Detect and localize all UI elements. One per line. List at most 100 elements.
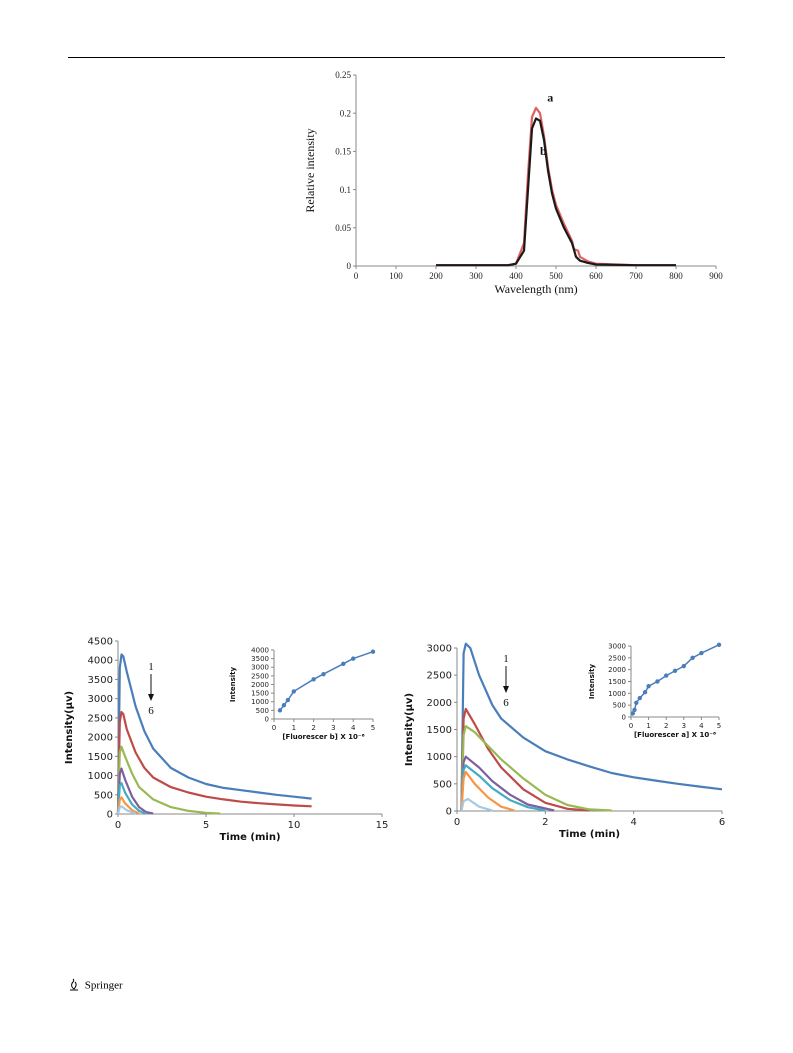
kinetics-right-y-tick-label: 500 [433,779,452,790]
inset-left-point [285,697,291,703]
inset-right-point [690,655,695,661]
spectrum-series-line-2 [436,117,676,267]
kinetics-right-y-tick-label: 0 [446,807,452,818]
inset-right-point [642,689,648,695]
inset-left-x-tick-label: 5 [371,724,375,732]
inset-right-point [632,707,637,713]
kinetics-left-plot: 0 5 10 150500100015002000250030003500400045… [64,637,388,844]
spectrum-x-tick-label: 700 [629,271,643,281]
kinetics-right-series-line-2 [460,707,590,812]
inset-left-plot: 0 1 2 3 4 505001000150020002500300035004000[F… [229,646,375,741]
inset-right-y-label: Intensity [588,663,596,699]
inset-right-plot: 0 1 2 3 4 5 0 500 1000 1500 2000 2500 3000 [Fluoresce… [588,642,721,739]
inset-right-x-tick-label: 2 [664,722,668,730]
kinetics-right-x-tick-label: 4 [630,817,636,828]
inset-left-y-tick-label: 4000 [251,646,269,654]
inset-left-point [311,677,316,682]
spectrum-x-tick-label: 100 [389,271,403,281]
kinetics-left-annotation-end: 6 [148,705,154,717]
kinetics-left-series-line-6 [116,796,140,815]
inset-left-y-label: Intensity [229,666,237,702]
kinetics-right-x-tick-label: 2 [542,817,548,828]
kinetics-left-x-tick-label: 15 [376,820,389,831]
inset-left-point [281,703,287,708]
inset-left-point [351,656,356,661]
inset-right-x-tick-label: 5 [717,722,721,730]
inset-right-series-line-1 [632,644,720,714]
inset-right-point [637,695,642,701]
inset-right-x-tick-label: 1 [646,722,650,730]
kinetics-left-arrow-icon [148,694,154,701]
kinetics-right-x-tick-label: 6 [719,817,725,828]
kinetics-right-series-line-7 [460,797,493,812]
inset-right-point [664,673,669,678]
spectrum-x-tick-label: 500 [549,271,563,281]
kinetics-right-y-label: Intensity(µv) [404,693,415,766]
kinetics-left-series-line-2 [116,710,312,815]
inset-left-y-tick-label: 0 [265,715,269,723]
inset-left-point [370,649,376,654]
inset-left-y-tick-label: 1000 [251,698,269,706]
kinetics-right-y-tick-label: 3000 [427,644,452,655]
kinetics-left-y-tick-label: 2000 [88,733,113,744]
header-rule [68,57,725,58]
inset-right-point [646,684,651,689]
inset-right-point [699,650,704,656]
kinetics-right-x-label: Time (min) [559,829,620,840]
spectrum-x-tick-label: 900 [709,271,723,281]
kinetics-left-x-tick-label: 0 [115,820,121,831]
spectrum-y-tick-label: 0 [347,261,352,271]
inset-left-series-line-1 [279,650,374,711]
kinetics-left-y-tick-label: 3500 [88,675,113,686]
kinetics-right-annotation-end: 6 [503,697,509,709]
spectrum-y-tick-label: 0.2 [340,108,351,118]
kinetics-left-y-tick-label: 2500 [88,713,113,724]
kinetics-right-y-tick-label: 2000 [427,698,452,709]
inset-right-point [672,668,678,674]
inset-left-y-tick-label: 2000 [251,681,269,689]
kinetics-chart-left: 0 5 10 150500100015002000250030003500400045… [64,637,388,844]
spectrum-figure: 0 100 200 300 400 500 600 700 800 900 0 0.05 0.1 0.15… [300,66,730,311]
spectrum-x-tick-label: 800 [669,271,683,281]
spectrum-chart: 0 100 200 300 400 500 600 700 800 900 0 0.05 0.1 0.15… [303,70,723,296]
inset-right-x-tick-label: 4 [699,722,704,730]
kinetics-left-y-tick-label: 0 [107,810,113,821]
spectrum-y-tick-label: 0.25 [335,70,351,80]
inset-left-y-tick-label: 3500 [251,655,269,663]
kinetics-right-series-line-3 [460,725,612,812]
kinetics-left-y-tick-label: 4000 [88,656,113,667]
inset-left-point [341,661,346,666]
spectrum-x-tick-label: 0 [354,271,359,281]
page-footer: Springer [68,978,123,994]
kinetics-left-y-tick-label: 1000 [88,771,113,782]
inset-left-point [321,671,326,677]
spectrum-y-label: Relative intensity [303,128,317,212]
spectrum-x-label: Wavelength (nm) [494,282,577,296]
kinetics-left-y-tick-label: 4500 [88,637,113,648]
inset-left-x-tick-label: 4 [351,724,356,732]
kinetics-left-y-tick-label: 1500 [88,752,113,763]
inset-right-point [655,679,660,684]
kinetics-left-series-line-5 [116,782,147,815]
spectrum-y-tick-label: 0.05 [335,223,351,233]
kinetics-left-x-tick-label: 10 [288,820,301,831]
kinetics-right-y-tick-label: 2500 [427,671,452,682]
spectrum-x-tick-label: 600 [589,271,603,281]
kinetics-left-annotation-start: 1 [148,661,154,673]
kinetics-left-series-line-1 [116,653,312,815]
kinetics-left-y-label: Intensity(µv) [64,691,75,764]
kinetics-right-y-tick-label: 1500 [427,725,452,736]
inset-left-y-tick-label: 1500 [251,690,269,698]
kinetics-left-series-line-3 [116,745,221,815]
inset-left-y-tick-label: 2500 [251,672,269,680]
inset-right-point [634,700,639,705]
kinetics-right-arrow-icon [503,686,509,693]
kinetics-right-y-tick-label: 1000 [427,752,452,763]
inset-right-point [716,642,722,648]
inset-left-x-tick-label: 3 [331,724,335,732]
spectrum-x-tick-label: 400 [509,271,523,281]
kinetics-right-annotation-start: 1 [503,653,509,665]
inset-right-y-tick-label: 500 [613,702,626,710]
